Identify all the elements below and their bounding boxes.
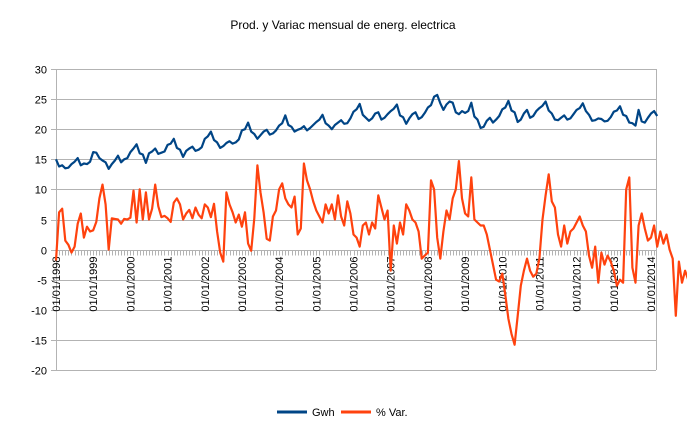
chart-title: Prod. y Variac mensual de energ. electri… bbox=[230, 18, 456, 32]
series-line-var bbox=[54, 160, 687, 346]
y-tick-label: 15 bbox=[35, 155, 47, 167]
x-tick-label: 01/01/2001 bbox=[163, 257, 175, 312]
x-tick-label: 01/01/2002 bbox=[200, 257, 212, 312]
gridlines bbox=[56, 69, 657, 371]
legend-label-gwh: Gwh bbox=[312, 407, 335, 419]
y-tick-label: 10 bbox=[35, 185, 47, 197]
x-tick-label: 01/01/2004 bbox=[274, 257, 286, 312]
x-tick-label: 01/01/2012 bbox=[572, 257, 584, 312]
y-tick-label: -10 bbox=[31, 306, 47, 318]
series-line-gwh bbox=[54, 93, 659, 170]
series-lines bbox=[54, 93, 687, 346]
x-tick-label: 01/01/2011 bbox=[534, 257, 546, 311]
y-tick-label: 5 bbox=[41, 216, 47, 228]
x-tick-label: 01/01/1998 bbox=[51, 257, 63, 312]
x-tick-label: 01/01/2007 bbox=[386, 257, 398, 312]
y-tick-label: 30 bbox=[35, 65, 47, 77]
y-tick-label: 20 bbox=[35, 125, 47, 137]
x-tick-label: 01/01/1999 bbox=[88, 257, 100, 312]
x-tick-label: 01/01/2014 bbox=[646, 257, 658, 312]
y-tick-label: 0 bbox=[41, 246, 47, 258]
legend-label-var: % Var. bbox=[376, 407, 408, 419]
x-tick-label: 01/01/2005 bbox=[311, 257, 323, 312]
y-tick-label: -15 bbox=[31, 336, 47, 348]
y-tick-label: 25 bbox=[35, 95, 47, 107]
x-tick-label: 01/01/2013 bbox=[609, 257, 621, 312]
y-tick-label: -20 bbox=[31, 366, 47, 378]
x-tick-label: 01/01/2003 bbox=[237, 257, 249, 312]
x-tick-label: 01/01/2000 bbox=[125, 257, 137, 312]
x-tick-label: 01/01/2006 bbox=[349, 257, 361, 312]
y-tick-label: -5 bbox=[37, 276, 47, 288]
x-tick-label: 01/01/2009 bbox=[460, 257, 472, 312]
y-axis: 30 25 20 15 10 5 0 -5 -10 -15 -20 bbox=[31, 65, 56, 378]
x-axis: 01/01/1998 01/01/1999 01/01/2000 01/01/2001… bbox=[51, 250, 658, 312]
legend: Gwh % Var. bbox=[277, 407, 408, 419]
x-tick-label: 01/01/2008 bbox=[423, 257, 435, 312]
